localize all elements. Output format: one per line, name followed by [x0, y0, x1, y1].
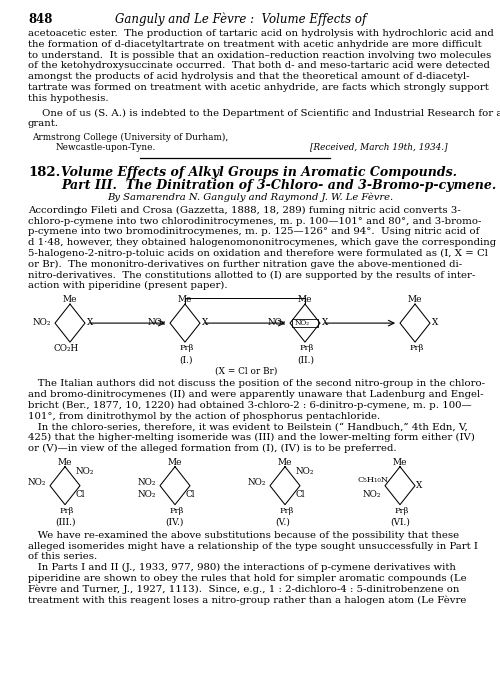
Text: One of us (S. A.) is indebted to the Department of Scientific and Industrial Res: One of us (S. A.) is indebted to the Dep…: [42, 109, 500, 117]
Text: X: X: [322, 318, 328, 327]
Text: Volume Effects of Alkyl Groups in Aromatic Compounds.: Volume Effects of Alkyl Groups in Aromat…: [61, 166, 457, 179]
Text: tartrate was formed on treatment with acetic anhydride, are facts which strongly: tartrate was formed on treatment with ac…: [28, 83, 489, 92]
Text: the formation of d-diacetyltartrate on treatment with acetic anhydride are more : the formation of d-diacetyltartrate on t…: [28, 40, 481, 49]
Text: C₅H₁₀N: C₅H₁₀N: [357, 476, 388, 483]
Text: grant.: grant.: [28, 120, 59, 128]
Text: 182.: 182.: [28, 166, 60, 179]
Text: (II.): (II.): [297, 355, 314, 364]
Text: By Samarendra N. Ganguly and Raymond J. W. Le Fèvre.: By Samarendra N. Ganguly and Raymond J. …: [107, 193, 393, 202]
Text: Ganguly and Le Fèvre :  Volume Effects of: Ganguly and Le Fèvre : Volume Effects of: [115, 13, 366, 26]
Text: to understand.  It is possible that an oxidation–reduction reaction involving tw: to understand. It is possible that an ox…: [28, 51, 491, 60]
Text: amongst the products of acid hydrolysis and that the theoretical amount of d-dia: amongst the products of acid hydrolysis …: [28, 72, 469, 81]
Text: In Parts I and II (J., 1933, 977, 980) the interactions of p-cymene derivatives : In Parts I and II (J., 1933, 977, 980) t…: [28, 563, 456, 572]
Text: and bromo-dinitrocymenes (II) and were apparently unaware that Ladenburg and Eng: and bromo-dinitrocymenes (II) and were a…: [28, 390, 483, 399]
Text: Fèvre and Turner, J., 1927, 1113).  Since, e.g., 1 : 2-dichloro-4 : 5-dinitroben: Fèvre and Turner, J., 1927, 1113). Since…: [28, 585, 460, 594]
Text: X: X: [87, 318, 94, 327]
Text: Me: Me: [393, 458, 407, 466]
Text: X: X: [416, 481, 422, 490]
Text: Cl: Cl: [296, 490, 306, 498]
Text: (VI.): (VI.): [390, 517, 410, 527]
Text: Newcastle-upon-Tyne.: Newcastle-upon-Tyne.: [56, 143, 156, 151]
Text: CO₂H: CO₂H: [54, 344, 79, 353]
Text: Part III.  The Dinitration of 3-Chloro- and 3-Bromo-p-cymene.: Part III. The Dinitration of 3-Chloro- a…: [61, 179, 496, 191]
Text: of the ketohydroxysuccinate occurred.  That both d- and meso-tartaric acid were : of the ketohydroxysuccinate occurred. Th…: [28, 61, 490, 71]
Text: Prβ: Prβ: [280, 507, 294, 515]
Text: Me: Me: [58, 458, 72, 466]
Text: We have re-examined the above substitutions because of the possibility that thes: We have re-examined the above substituti…: [28, 531, 459, 540]
Text: Prβ: Prβ: [395, 507, 409, 515]
Text: 5-halogeno-2-nitro-p-toluic acids on oxidation and therefore were formulated as : 5-halogeno-2-nitro-p-toluic acids on oxi…: [28, 249, 488, 258]
Text: chloro-p-cymene into two chlorodinitrocymenes, m. p. 100—101° and 80°, and 3-bro: chloro-p-cymene into two chlorodinitrocy…: [28, 217, 481, 225]
Text: Prβ: Prβ: [170, 507, 184, 515]
Text: According: According: [28, 206, 80, 215]
Text: NO₂: NO₂: [138, 478, 156, 487]
Text: alleged isomerides might have a relationship of the type sought unsuccessfully i: alleged isomerides might have a relation…: [28, 541, 478, 551]
Text: treatment with this reagent loses a nitro-group rather than a halogen atom (Le F: treatment with this reagent loses a nitr…: [28, 595, 466, 605]
Text: In the chloro-series, therefore, it was evident to Beilstein (“ Handbuch,” 4th E: In the chloro-series, therefore, it was …: [28, 422, 468, 431]
Text: (IV.): (IV.): [165, 517, 184, 527]
Text: bricht (Ber., 1877, 10, 1220) had obtained 3-chloro-2 : 6-dinitro-p-cymene, m. p: bricht (Ber., 1877, 10, 1220) had obtain…: [28, 401, 471, 410]
Text: piperidine are shown to obey the rules that hold for simpler aromatic compounds : piperidine are shown to obey the rules t…: [28, 574, 466, 583]
Text: NO₂: NO₂: [28, 478, 46, 487]
Text: Armstrong College (University of Durham),: Armstrong College (University of Durham)…: [32, 133, 228, 143]
Text: to Fileti and Crosa (Gazzetta, 1888, 18, 289) fuming nitric acid converts 3-: to Fileti and Crosa (Gazzetta, 1888, 18,…: [74, 206, 461, 215]
Text: [Received, March 19th, 1934.]: [Received, March 19th, 1934.]: [310, 143, 448, 151]
Text: or Br).  The mononitro-derivatives on further nitration gave the above-mentioned: or Br). The mononitro-derivatives on fur…: [28, 259, 462, 269]
Text: Cl: Cl: [186, 490, 196, 498]
Text: NO₂: NO₂: [295, 319, 310, 327]
Text: d 1·48, however, they obtained halogenomononitrocymenes, which gave the correspo: d 1·48, however, they obtained halogenom…: [28, 238, 496, 247]
Text: Prβ: Prβ: [180, 344, 194, 352]
Text: Me: Me: [278, 458, 292, 466]
Text: NO₂: NO₂: [296, 466, 314, 476]
Text: Me: Me: [63, 295, 78, 304]
Text: p-cymene into two bromodinitrocymenes, m. p. 125—126° and 94°.  Using nitric aci: p-cymene into two bromodinitrocymenes, m…: [28, 227, 479, 236]
Text: Me: Me: [168, 458, 182, 466]
Text: (III.): (III.): [55, 517, 76, 527]
Text: NO₂: NO₂: [76, 466, 94, 476]
Text: or (V)—in view of the alleged formation from (I), (IV) is to be preferred.: or (V)—in view of the alleged formation …: [28, 444, 396, 453]
Text: Me: Me: [298, 295, 312, 304]
Text: (X = Cl or Br): (X = Cl or Br): [215, 366, 278, 375]
Text: Prβ: Prβ: [300, 344, 314, 352]
Text: X: X: [202, 318, 208, 327]
Text: (I.): (I.): [179, 355, 192, 364]
Text: this hypothesis.: this hypothesis.: [28, 94, 108, 103]
Text: acetoacetic ester.  The production of tartaric acid on hydrolysis with hydrochlo: acetoacetic ester. The production of tar…: [28, 29, 494, 38]
Bar: [292, 319, 318, 327]
Text: nitro-derivatives.  The constitutions allotted to (I) are supported by the resul: nitro-derivatives. The constitutions all…: [28, 270, 475, 280]
Text: NO₂: NO₂: [148, 318, 167, 327]
Text: NO₂: NO₂: [363, 490, 382, 498]
Text: NO₂: NO₂: [268, 318, 286, 327]
Text: Cl: Cl: [76, 490, 86, 498]
Text: 101°, from dinitrothymol by the action of phosphorus pentachloride.: 101°, from dinitrothymol by the action o…: [28, 411, 380, 420]
Text: The Italian authors did not discuss the position of the second nitro-group in th: The Italian authors did not discuss the …: [28, 379, 485, 388]
Text: action with piperidine (present paper).: action with piperidine (present paper).: [28, 281, 228, 291]
Text: Prβ: Prβ: [410, 344, 424, 352]
Text: of this series.: of this series.: [28, 552, 97, 562]
Text: NO₂: NO₂: [138, 490, 156, 498]
Text: Prβ: Prβ: [60, 507, 74, 515]
Text: 848: 848: [28, 13, 52, 26]
Text: X: X: [432, 318, 438, 327]
Text: NO₂: NO₂: [248, 478, 266, 487]
Text: Me: Me: [178, 295, 192, 304]
Text: (V.): (V.): [275, 517, 290, 527]
Text: 425) that the higher-melting isomeride was (III) and the lower-melting form eith: 425) that the higher-melting isomeride w…: [28, 433, 475, 442]
Text: Me: Me: [408, 295, 422, 304]
Text: NO₂: NO₂: [33, 318, 52, 327]
